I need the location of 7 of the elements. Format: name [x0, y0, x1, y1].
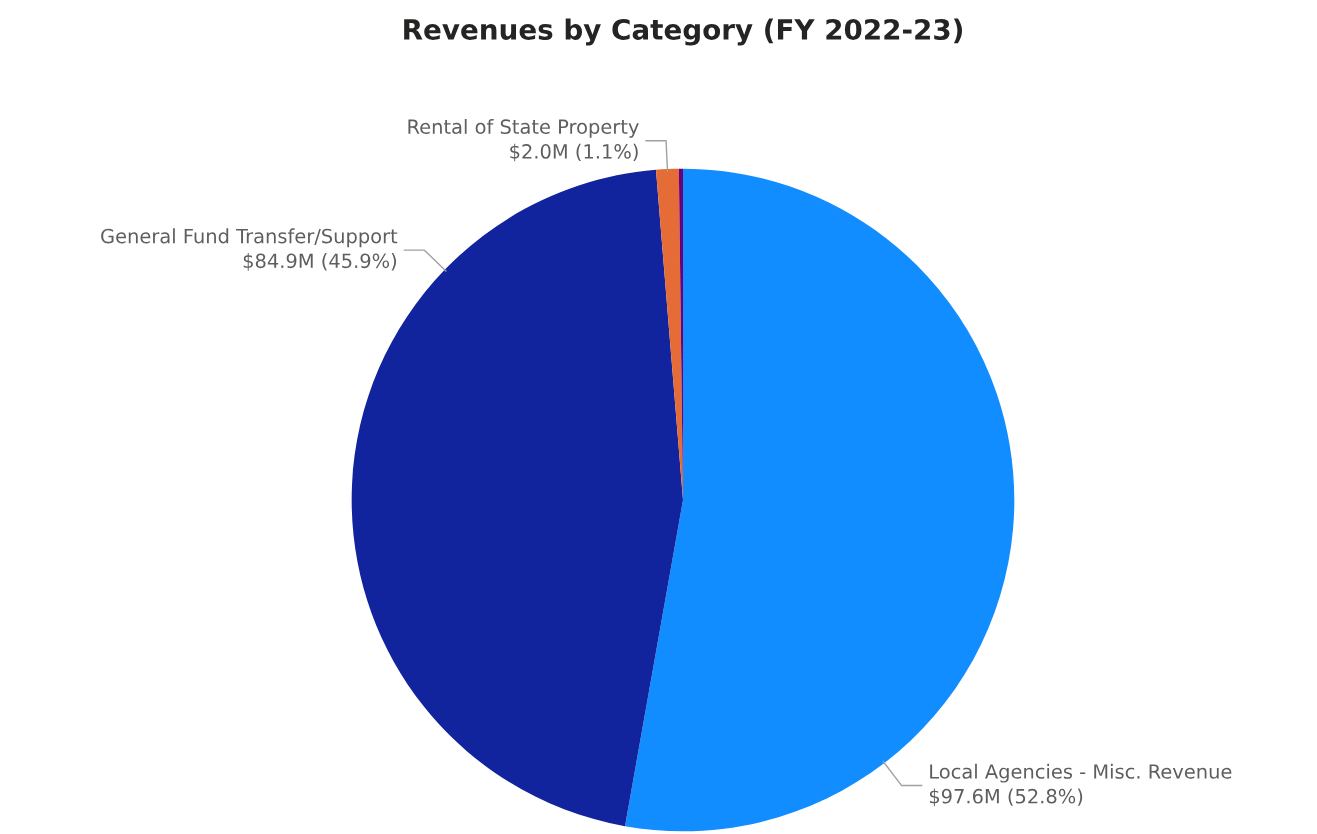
data-label: $84.9M (45.9%) — [243, 253, 397, 271]
chart-title: Revenues by Category (FY 2022-23) — [404, 18, 962, 46]
data-label: $2.0M (1.1%) — [510, 143, 638, 162]
slice-label: Local Agencies - Misc. Revenue — [930, 763, 1232, 783]
slice-label: General Fund Transfer/Support — [101, 228, 398, 248]
data-label: $97.6M (52.8%) — [929, 788, 1083, 807]
slice-label: Rental of State Property — [408, 118, 639, 138]
